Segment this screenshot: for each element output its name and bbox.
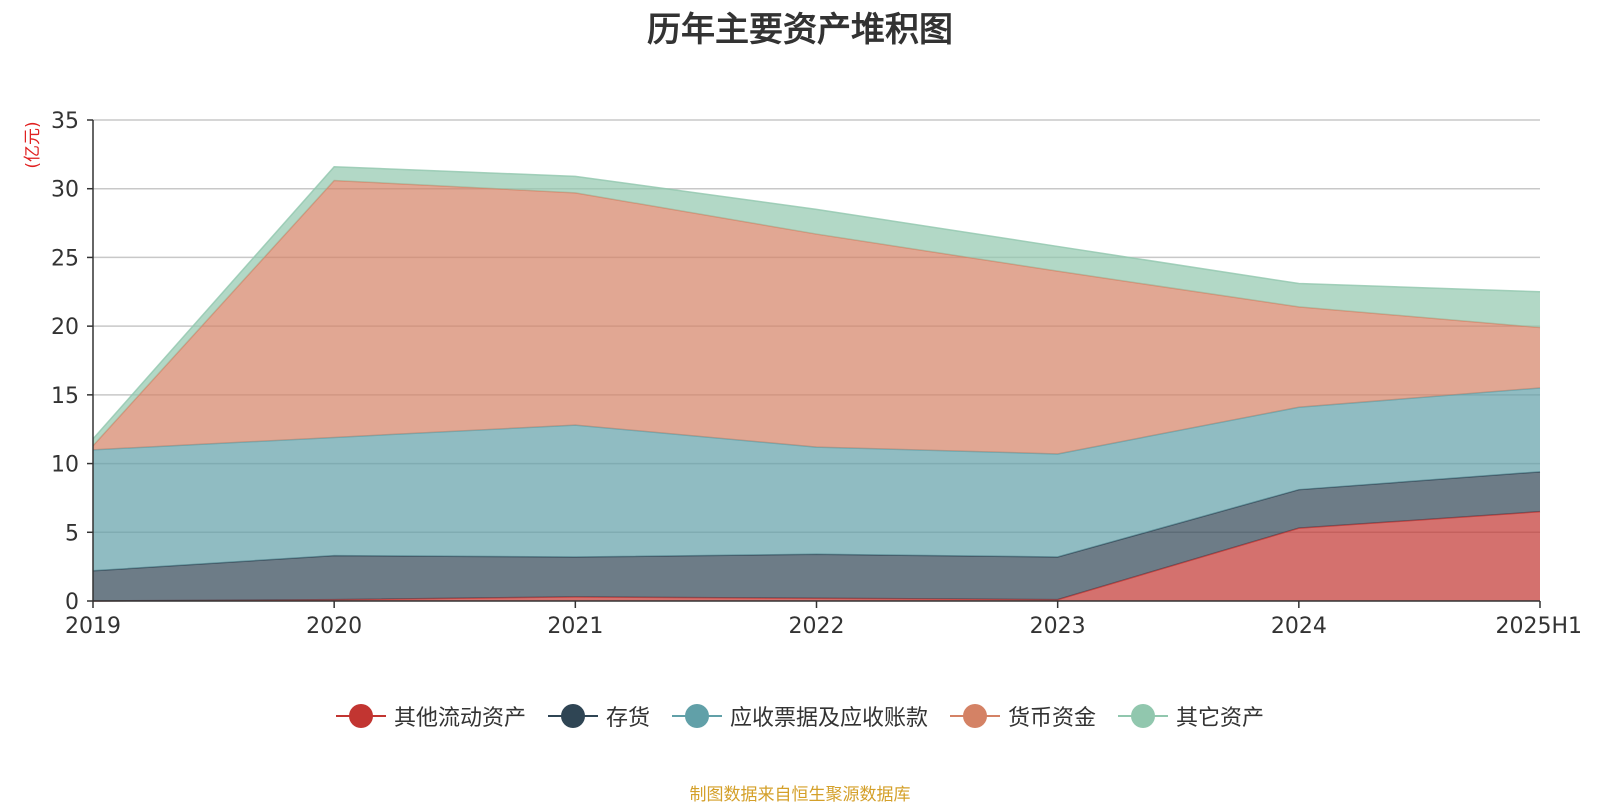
legend-marker-icon (1118, 703, 1169, 729)
legend-marker-icon (335, 703, 386, 729)
legend-label: 货币资金 (1008, 706, 1097, 731)
x-tick-label: 2019 (65, 614, 121, 639)
legend-marker-dot (684, 704, 709, 728)
x-tick-label: 2023 (1030, 614, 1086, 639)
area-series (93, 180, 1540, 454)
legend-item[interactable]: 其它资产 (1118, 700, 1264, 732)
area-series (93, 511, 1540, 601)
legend-label: 应收票据及应收账款 (729, 706, 928, 731)
y-tick-label: 30 (51, 178, 79, 203)
y-tick-label: 25 (51, 246, 79, 271)
x-tick-label: 2022 (789, 614, 845, 639)
legend-marker-icon (950, 703, 1000, 729)
legend-item[interactable]: 存货 (547, 700, 650, 732)
area-series (93, 387, 1540, 571)
x-tick-label: 2020 (306, 614, 362, 639)
y-tick-label: 15 (51, 384, 79, 409)
y-tick-label: 5 (65, 521, 79, 546)
series-line (92, 179, 1541, 447)
area-series (93, 166, 1540, 446)
area-series-layer (92, 165, 1541, 602)
y-tick-label: 20 (51, 315, 79, 340)
chart-title: 历年主要资产堆积图 (647, 10, 953, 50)
legend-marker-dot (1131, 704, 1156, 728)
legend-marker-dot (560, 704, 585, 728)
legend-marker-icon (671, 703, 722, 729)
x-tick-label: 2025H1 (1495, 614, 1582, 639)
legend-item[interactable]: 其他流动资产 (335, 700, 526, 732)
legend-marker-dot (348, 704, 373, 728)
y-tick-label: 0 (65, 590, 79, 615)
legend-item[interactable]: 应收票据及应收账款 (671, 700, 928, 732)
legend: 其他流动资产 存货 应收票据及应收账款 货币资金 其它资产 (0, 700, 1600, 732)
legend-label: 存货 (605, 706, 650, 731)
legend-marker-dot (963, 704, 987, 728)
legend-label: 其它资产 (1176, 706, 1265, 731)
x-tick-label: 2021 (547, 614, 603, 639)
legend-item[interactable]: 货币资金 (950, 700, 1096, 732)
y-tick-label: 10 (51, 453, 79, 478)
legend-marker-icon (547, 703, 598, 729)
area-series (93, 471, 1540, 601)
source-note: 制图数据来自恒生聚源数据库 (689, 785, 911, 805)
y-axis-label: (亿元) (23, 121, 43, 168)
series-line (92, 165, 1541, 440)
axes: 0 5 10 15 20 25 30 35 2019 2020 2021 2022 2023 2024 20… (51, 109, 1582, 639)
legend-label: 其他流动资产 (393, 706, 526, 731)
y-tick-label: 35 (51, 109, 79, 134)
x-tick-label: 2024 (1271, 614, 1327, 639)
